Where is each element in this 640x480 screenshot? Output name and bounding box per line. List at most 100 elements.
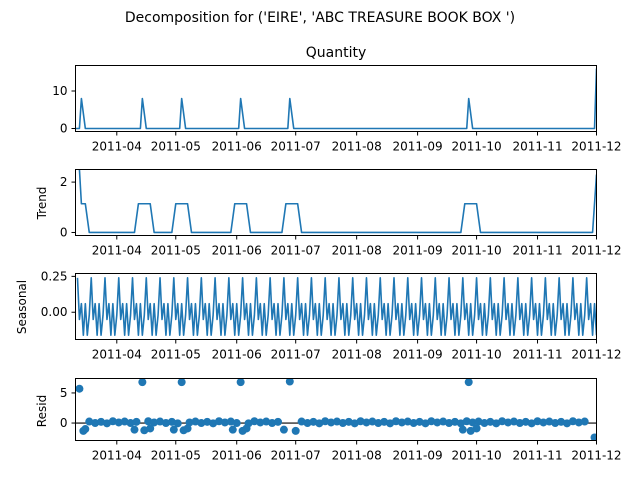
resid-point <box>362 418 371 427</box>
xtick-label: 2011-09 <box>393 449 443 463</box>
resid-point <box>397 418 406 427</box>
plot-area-resid: 0 5 2011-04 2011-05 2011-06 2011-07 2011-08 201… <box>60 378 622 463</box>
xtick-label: 2011-11 <box>512 449 562 463</box>
xtick-label: 2011-05 <box>151 244 201 258</box>
xtick-label: 2011-10 <box>452 449 502 463</box>
resid-point <box>132 417 141 426</box>
xtick-label: 2011-08 <box>332 449 382 463</box>
ylabel-resid: Resid <box>35 395 49 427</box>
xtick-label: 2011-05 <box>151 348 201 362</box>
xtick-label: 2011-11 <box>512 140 562 154</box>
xtick-label: 2011-09 <box>393 140 443 154</box>
axes-frame-quantity <box>75 65 597 132</box>
resid-point <box>236 378 245 387</box>
xtick-label: 2011-07 <box>271 140 321 154</box>
plot-marks-quantity <box>75 68 597 130</box>
xtick-label: 2011-08 <box>332 348 382 362</box>
panel-seasonal: Seasonal 0.00 0.25 2011-04 2011-05 2011-06 20… <box>15 269 622 361</box>
resid-point <box>220 418 229 427</box>
plot-area-seasonal: 0.00 0.25 2011-04 2011-05 2011-06 2011-07 2011… <box>41 269 622 361</box>
resid-point <box>468 418 477 427</box>
resid-point <box>228 425 237 434</box>
xtick-label: 2011-05 <box>151 449 201 463</box>
ylabel-trend: Trend <box>35 187 49 221</box>
ylabel-seasonal: Seasonal <box>15 280 29 334</box>
resid-point <box>185 418 194 427</box>
resid-point <box>114 418 123 427</box>
resid-point <box>504 418 513 427</box>
xtick-label: 2011-06 <box>212 348 262 362</box>
xtick-label: 2011-11 <box>512 244 562 258</box>
resid-point <box>146 424 155 433</box>
resid-point <box>138 378 147 387</box>
series-line-seasonal <box>76 276 597 337</box>
series-line-quantity <box>75 68 597 130</box>
xtick-label: 2011-06 <box>212 140 262 154</box>
resid-point <box>150 418 159 427</box>
resid-point <box>539 418 548 427</box>
xtick-label: 2011-04 <box>92 449 142 463</box>
xtick-label: 2011-04 <box>92 244 142 258</box>
resid-point <box>232 419 241 428</box>
series-line-trend <box>78 169 597 234</box>
xtick-label: 2011-12 <box>571 244 621 258</box>
xtick-label: 2011-12 <box>571 449 621 463</box>
xtick-label: 2011-10 <box>452 348 502 362</box>
resid-point <box>472 424 481 433</box>
xtick-label: 2011-08 <box>332 244 382 258</box>
resid-point <box>81 425 90 434</box>
resid-point <box>433 418 442 427</box>
plot-marks-resid <box>75 378 597 441</box>
resid-point <box>291 426 300 435</box>
plot-area-quantity: 0 10 2011-04 2011-05 2011-06 2011-07 2011-08 20… <box>52 68 622 154</box>
panel-title-quantity: Quantity <box>306 45 367 61</box>
ytick-label: 0 <box>60 225 68 239</box>
plot-marks-trend <box>78 169 597 234</box>
xtick-label: 2011-12 <box>571 140 621 154</box>
panel-resid: Resid 0 5 2011-04 2011-05 2011-06 2011-07 2011… <box>35 378 622 463</box>
xtick-label: 2011-12 <box>571 348 621 362</box>
ytick-label: 0 <box>60 416 68 430</box>
resid-point <box>279 425 288 434</box>
panel-quantity: Quantity 0 10 2011-04 2011-05 2011-06 2011-07… <box>52 45 621 154</box>
resid-point <box>590 433 597 441</box>
xtick-label: 2011-07 <box>271 244 321 258</box>
xtick-label: 2011-04 <box>92 140 142 154</box>
resid-point <box>464 378 473 387</box>
xtick-label: 2011-08 <box>332 140 382 154</box>
plot-marks-seasonal <box>76 276 597 337</box>
resid-point <box>173 419 182 428</box>
xtick-label: 2011-09 <box>393 348 443 362</box>
plot-area-trend: 0 2 2011-04 2011-05 2011-06 2011-07 2011-08 201… <box>60 169 622 258</box>
xtick-label: 2011-10 <box>452 244 502 258</box>
resid-point <box>285 378 294 386</box>
axes-frame-trend <box>75 169 597 236</box>
xtick-label: 2011-07 <box>271 449 321 463</box>
xtick-label: 2011-10 <box>452 140 502 154</box>
xtick-label: 2011-09 <box>393 244 443 258</box>
resid-point <box>458 425 467 434</box>
ytick-label: 0 <box>60 122 68 136</box>
ytick-label: 2 <box>60 175 68 189</box>
xtick-label: 2011-05 <box>151 140 201 154</box>
resid-point <box>242 424 251 433</box>
resid-point <box>75 384 84 393</box>
resid-point <box>327 418 336 427</box>
axes-frame-resid <box>75 378 597 441</box>
ytick-label: 10 <box>52 84 67 98</box>
resid-point <box>130 425 139 434</box>
xtick-label: 2011-11 <box>512 348 562 362</box>
xtick-label: 2011-06 <box>212 244 262 258</box>
resid-point <box>574 418 583 427</box>
xtick-label: 2011-06 <box>212 449 262 463</box>
resid-point <box>256 418 265 427</box>
ytick-label: 5 <box>60 386 68 400</box>
resid-point <box>177 378 186 387</box>
figure-suptitle: Decomposition for ('EIRE', 'ABC TREASURE… <box>125 10 515 26</box>
xtick-label: 2011-07 <box>271 348 321 362</box>
resid-point <box>183 424 192 433</box>
axes-frame-seasonal <box>75 273 597 340</box>
ytick-label: 0.25 <box>41 269 68 283</box>
xtick-label: 2011-04 <box>92 348 142 362</box>
